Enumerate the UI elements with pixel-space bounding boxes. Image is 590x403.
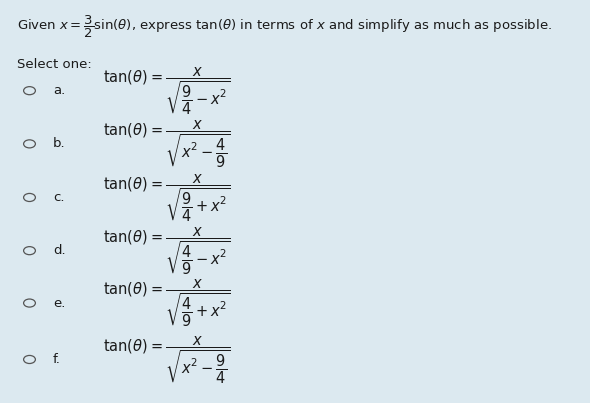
Text: $\tan(\theta) = \dfrac{x}{\sqrt{\dfrac{9}{4} + x^2}}$: $\tan(\theta) = \dfrac{x}{\sqrt{\dfrac{9… bbox=[103, 172, 231, 223]
Text: $\tan(\theta) = \dfrac{x}{\sqrt{x^2 - \dfrac{4}{9}}}$: $\tan(\theta) = \dfrac{x}{\sqrt{x^2 - \d… bbox=[103, 118, 231, 169]
Text: Select one:: Select one: bbox=[17, 58, 91, 71]
Text: e.: e. bbox=[53, 297, 65, 310]
Text: d.: d. bbox=[53, 244, 65, 257]
Text: $\tan(\theta) = \dfrac{x}{\sqrt{\dfrac{4}{9} + x^2}}$: $\tan(\theta) = \dfrac{x}{\sqrt{\dfrac{4… bbox=[103, 278, 231, 328]
Text: b.: b. bbox=[53, 137, 65, 150]
Text: c.: c. bbox=[53, 191, 64, 204]
Text: a.: a. bbox=[53, 84, 65, 97]
Text: Given $x = \dfrac{3}{2}\sin(\theta)$, express $\tan(\theta)$ in terms of $x$ and: Given $x = \dfrac{3}{2}\sin(\theta)$, ex… bbox=[17, 14, 552, 40]
Text: $\tan(\theta) = \dfrac{x}{\sqrt{\dfrac{4}{9} - x^2}}$: $\tan(\theta) = \dfrac{x}{\sqrt{\dfrac{4… bbox=[103, 225, 231, 276]
Text: $\tan(\theta) = \dfrac{x}{\sqrt{\dfrac{9}{4} - x^2}}$: $\tan(\theta) = \dfrac{x}{\sqrt{\dfrac{9… bbox=[103, 65, 231, 116]
Text: $\tan(\theta) = \dfrac{x}{\sqrt{x^2 - \dfrac{9}{4}}}$: $\tan(\theta) = \dfrac{x}{\sqrt{x^2 - \d… bbox=[103, 334, 231, 385]
Text: f.: f. bbox=[53, 353, 61, 366]
